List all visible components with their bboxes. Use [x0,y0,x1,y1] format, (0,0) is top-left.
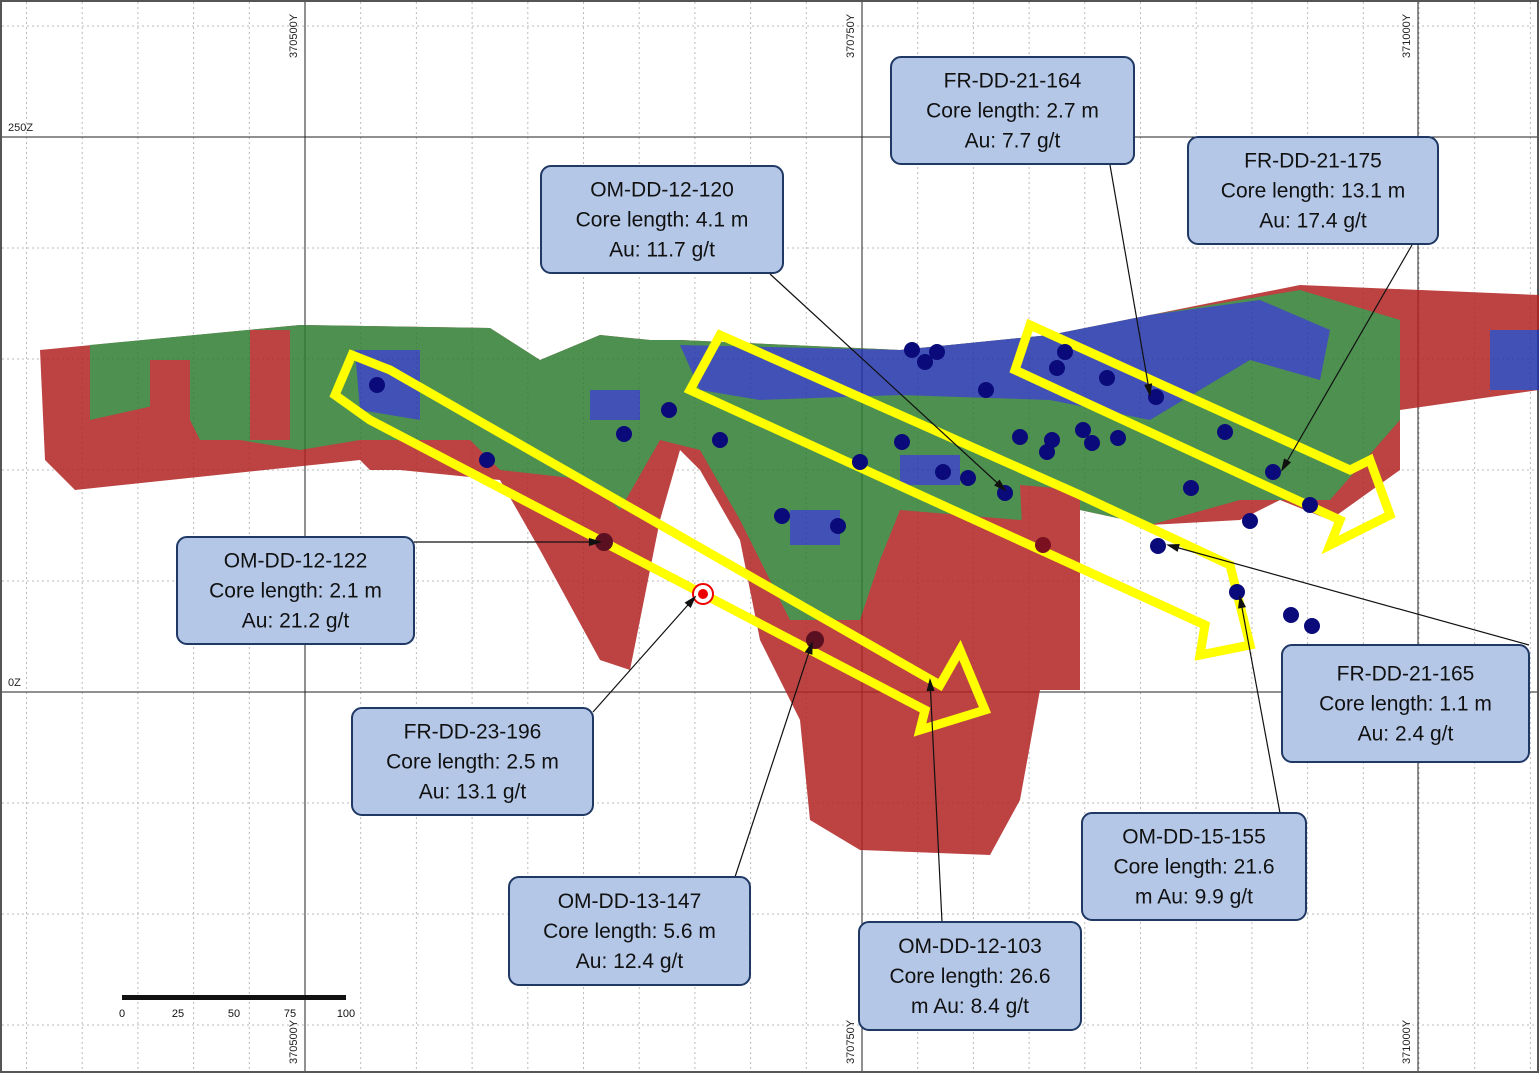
drill-intercepts [369,342,1320,649]
leader-line [1109,164,1151,396]
scale-label: 100 [337,1008,355,1020]
callout-text: Au: 2.4 g/t [1358,723,1454,746]
leader-arrow [926,677,935,692]
scale-bar-rule [122,995,346,1000]
callout-text: Core length: 5.6 m [543,920,716,943]
elevation-label: 0Z [8,677,21,689]
callout-text: Core length: 2.5 m [386,751,559,774]
easting-label: 370500Y [288,1019,300,1064]
callout-box [508,876,751,986]
leader-line [1281,244,1413,471]
scale-label: 75 [284,1008,296,1020]
elevation-label: 250Z [8,122,33,134]
callout-text: OM-DD-12-103 [898,935,1042,958]
leader-line [734,642,813,878]
callout-text: FR-DD-23-196 [404,721,542,744]
callout-box [890,56,1135,165]
callout-text: FR-DD-21-164 [944,70,1082,93]
easting-label: 371000Y [1401,1019,1413,1064]
callout-text: OM-DD-12-122 [224,550,368,573]
callouts: FR-DD-21-164 Core length: 2.7 m Au: 7.7 g/… [176,56,1530,1031]
leader-line [1167,544,1530,646]
leader-line [929,679,943,923]
callout-box [176,536,415,645]
callout-text: Core length: 1.1 m [1319,693,1492,716]
callout-text: FR-DD-21-165 [1337,663,1475,686]
callout-box [858,921,1082,1031]
leader-arrow [1238,595,1247,609]
leader-arrow [1166,544,1180,552]
callout-text: Core length: 2.7 m [926,100,1099,123]
leader-line [769,273,1006,491]
easting-label: 370750Y [845,13,857,58]
callout-text: Au: 13.1 g/t [419,781,527,804]
leader-line [1239,596,1281,814]
scale-bar: 0 25 50 75 100 [119,995,355,1020]
easting-label: 370750Y [845,1019,857,1064]
geology [40,285,1539,855]
callout-text: Core length: 26.6 [889,965,1050,988]
callout-text: FR-DD-21-175 [1244,150,1382,173]
interpreted-zones [329,318,1396,737]
leaders [414,164,1530,923]
callout-text: Au: 12.4 g/t [576,950,684,973]
leader-arrow [1280,458,1292,472]
callout-text: Au: 21.2 g/t [242,610,350,633]
leader-line [592,596,696,713]
leader-arrow [994,479,1007,492]
callout-text: Au: 11.7 g/t [609,239,715,262]
callout-text: Core length: 13.1 m [1221,180,1405,203]
leader-arrow [804,641,813,655]
easting-label: 371000Y [1401,13,1413,58]
callout-text: m Au: 9.9 g/t [1135,886,1253,909]
callout-box [1281,644,1530,763]
easting-label: 370500Y [288,13,300,58]
callout-text: OM-DD-15-155 [1122,826,1266,849]
callout-box [351,707,594,816]
callout-text: Core length: 21.6 [1113,856,1274,879]
callout-box [1187,136,1439,245]
callout-text: OM-DD-13-147 [558,890,702,913]
callout-text: Core length: 2.1 m [209,580,382,603]
scale-label: 0 [119,1008,125,1020]
callout-box [1081,812,1307,921]
leader-arrow [684,595,697,609]
callout-text: Au: 17.4 g/t [1259,210,1367,233]
callout-text: OM-DD-12-120 [590,179,734,202]
leader-arrow [588,537,603,547]
callout-text: Core length: 4.1 m [576,209,749,232]
callout-text: Au: 7.7 g/t [965,130,1061,153]
scale-label: 50 [228,1008,240,1020]
leader-arrow [1144,383,1153,398]
scale-label: 25 [172,1008,184,1020]
callout-text: m Au: 8.4 g/t [911,995,1029,1018]
callout-box [540,165,784,274]
